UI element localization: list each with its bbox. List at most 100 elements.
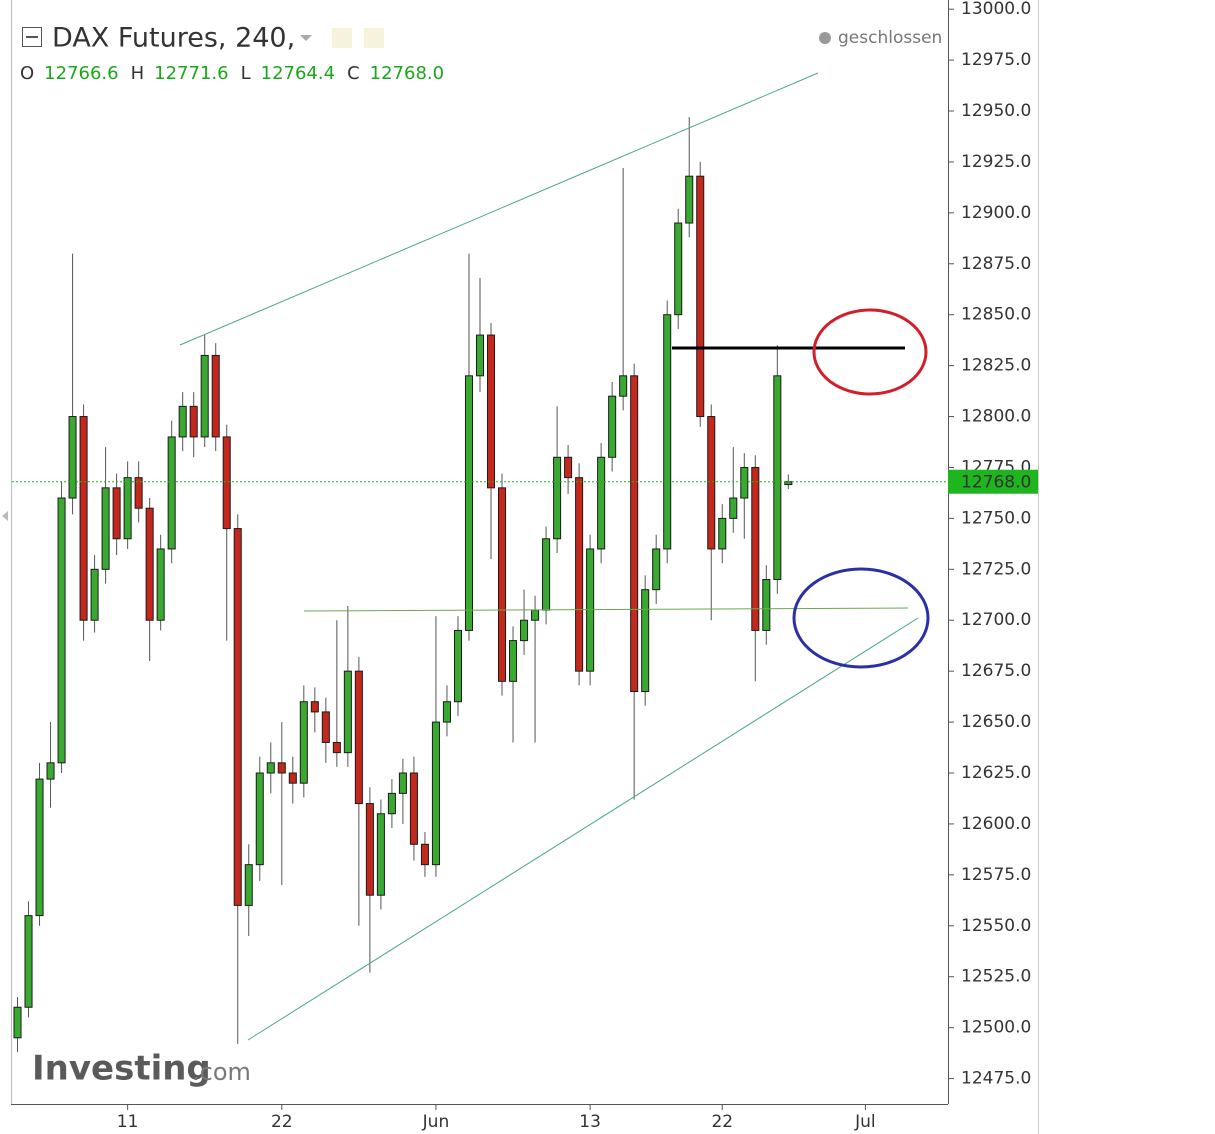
y-tick-label: 12850.0 (961, 305, 1031, 325)
support-line (303, 607, 909, 612)
candle-body (597, 456, 606, 550)
icon-button[interactable] (332, 28, 352, 48)
candle-body (553, 456, 562, 540)
candle-body (486, 334, 496, 489)
y-tick-label: 12950.0 (961, 101, 1031, 121)
candle-body (729, 497, 738, 519)
candle-body (442, 701, 451, 723)
y-tick-label: 12575.0 (961, 865, 1031, 885)
y-tick-label: 12625.0 (961, 763, 1031, 783)
y-tick-label: 13000.0 (961, 0, 1031, 19)
symbol-title: DAX Futures, 240, (52, 23, 295, 54)
candle-body (123, 477, 132, 540)
candle-body (79, 416, 88, 621)
y-tick-label: 12925.0 (961, 152, 1031, 172)
ohlc-key: H (131, 63, 145, 84)
candle-body (321, 711, 330, 743)
candle-body (398, 772, 407, 794)
x-tick-label: Jul (854, 1112, 876, 1132)
ohlc-key: L (241, 63, 251, 84)
candle-body (431, 721, 440, 866)
x-tick-label: Jun (422, 1112, 450, 1132)
y-tick-label: 12900.0 (961, 203, 1031, 223)
candle-body (696, 175, 705, 418)
ohlc-value: 12771.6 (154, 63, 228, 84)
ohlc-value: 12764.4 (261, 63, 335, 84)
dropdown-arrow[interactable] (300, 35, 312, 41)
candle-body (178, 405, 187, 438)
y-tick-label: 12800.0 (961, 407, 1031, 427)
candle-body (630, 375, 639, 693)
candle-body (288, 772, 297, 784)
candle-body (57, 497, 66, 764)
ohlc-key: C (347, 63, 360, 84)
red-circle (812, 308, 928, 396)
candle-body (310, 701, 319, 713)
candle-body (343, 670, 352, 754)
last-price-tag (948, 469, 1038, 494)
candle-body (200, 354, 209, 438)
candle-body (266, 762, 275, 774)
y-tick-label: 12825.0 (961, 356, 1031, 376)
candle-body (145, 507, 154, 621)
ohlc-row: O 12766.6 H 12771.6 L 12764.4 C 12768.0 (20, 63, 444, 84)
candle-body (233, 528, 242, 906)
candle-body (420, 843, 429, 866)
candle-body (222, 436, 231, 530)
candle-body (13, 1006, 22, 1039)
y-tick-label: 12550.0 (961, 916, 1031, 936)
candle-body (575, 477, 584, 672)
candle-body (365, 803, 374, 896)
candle-body (641, 589, 650, 693)
candle-body (68, 416, 77, 499)
candle-body (685, 175, 694, 224)
candle-body (90, 568, 99, 621)
blue-circle (792, 567, 930, 669)
candle-body (762, 578, 771, 631)
candle-body (531, 609, 540, 621)
candle-body (354, 670, 363, 805)
ohlc-value: 12766.6 (44, 63, 118, 84)
candle-body (542, 538, 551, 611)
candle-body (564, 456, 573, 479)
candle-body (156, 548, 165, 621)
y-tick-label: 12975.0 (961, 50, 1031, 70)
candle-body (211, 354, 220, 438)
candle-body (520, 619, 529, 642)
icon-button[interactable] (364, 28, 384, 48)
y-tick-label: 12650.0 (961, 712, 1031, 732)
x-tick-label: 11 (117, 1112, 139, 1132)
candle-body (101, 487, 110, 570)
market-status: geschlossen (838, 28, 942, 48)
candle-body (255, 772, 264, 866)
watermark-brand: Investing (32, 1049, 211, 1089)
candle-body (299, 701, 308, 784)
candle-body (112, 487, 121, 540)
y-tick-label: 12475.0 (961, 1069, 1031, 1089)
watermark-suffix: .com (192, 1058, 251, 1086)
x-tick-label: 22 (271, 1112, 293, 1132)
y-tick-label: 12700.0 (961, 610, 1031, 630)
candle-body (24, 915, 33, 1008)
y-tick-label: 12600.0 (961, 814, 1031, 834)
candle-body (189, 405, 198, 438)
side-arrow[interactable] (2, 511, 8, 521)
candle-body (244, 864, 253, 906)
y-tick-label: 12500.0 (961, 1018, 1031, 1038)
candle-body (134, 477, 143, 509)
candle-body (652, 548, 661, 591)
x-tick-label: 13 (579, 1112, 601, 1132)
candle-body (497, 487, 507, 682)
candle-body (509, 640, 518, 682)
candle-body (332, 741, 341, 754)
ohlc-key: O (20, 63, 34, 84)
candle-body (453, 629, 463, 703)
candle-body (751, 466, 760, 631)
candle-body (35, 778, 44, 917)
candle-body (464, 375, 474, 631)
ohlc-value: 12768.0 (370, 63, 444, 84)
upper-trendline (179, 72, 819, 346)
